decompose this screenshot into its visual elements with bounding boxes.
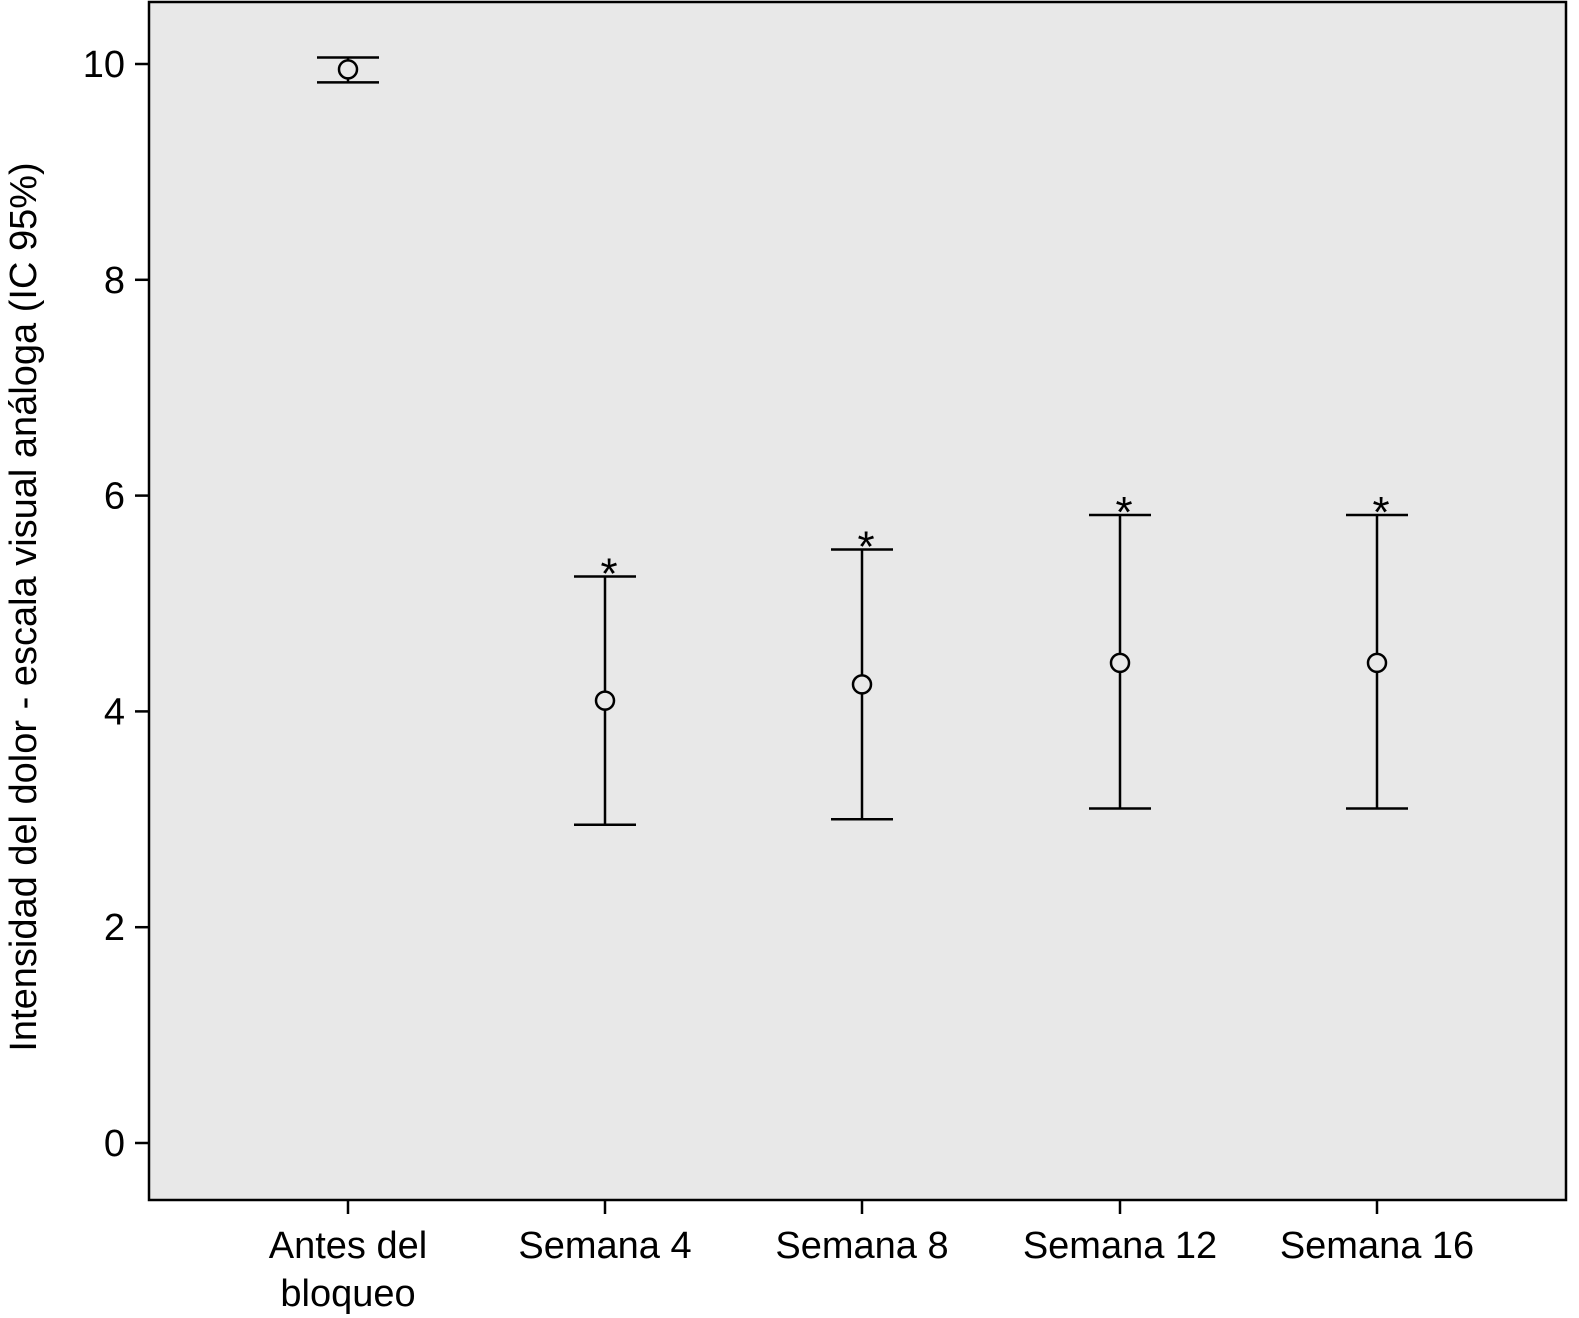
x-tick-label-line: bloqueo [280, 1273, 415, 1315]
significance-mark: * [1115, 488, 1132, 537]
mean-point [594, 690, 616, 711]
error-bar-group [317, 56, 379, 84]
y-axis: 0 2 4 6 8 10 [83, 44, 149, 1165]
y-tick-label: 10 [83, 44, 125, 86]
x-tick-label-line: Antes del [269, 1225, 427, 1267]
x-tick-label: Antes del bloqueo [269, 1225, 427, 1315]
y-axis-label: Intensidad del dolor - escala visual aná… [3, 162, 45, 1051]
mean-point [1109, 652, 1131, 674]
x-tick-label-line: Semana 8 [775, 1225, 948, 1267]
mean-point [851, 674, 873, 695]
y-tick-label: 6 [104, 476, 125, 518]
error-bar-series: * * * * [317, 56, 1408, 826]
x-tick-label: Semana 12 [1023, 1225, 1217, 1267]
x-tick-label-line: Semana 12 [1023, 1225, 1217, 1267]
error-bar-group: * [1089, 488, 1151, 810]
x-axis: Antes del bloqueo Semana 4 Semana 8 Semana 1… [269, 1200, 1474, 1315]
x-tick-label-line: Semana 16 [1280, 1225, 1474, 1267]
mean-point [337, 59, 359, 80]
y-tick-label: 8 [104, 260, 125, 302]
x-tick-label: Semana 16 [1280, 1225, 1474, 1267]
y-tick-label: 0 [104, 1123, 125, 1165]
x-tick-label: Semana 8 [775, 1225, 948, 1267]
mean-point [1366, 652, 1388, 674]
x-tick-label: Semana 4 [518, 1225, 691, 1267]
error-bar-group: * [1346, 488, 1408, 810]
y-tick-label: 2 [104, 907, 125, 949]
significance-mark: * [857, 523, 874, 572]
error-bar-group: * [831, 523, 893, 821]
plot-area [147, 0, 1568, 1202]
x-tick-label-line: Semana 4 [518, 1225, 691, 1267]
significance-mark: * [1372, 488, 1389, 537]
y-tick-label: 4 [104, 691, 125, 733]
significance-mark: * [600, 550, 617, 599]
error-bar-group: * [574, 550, 636, 826]
